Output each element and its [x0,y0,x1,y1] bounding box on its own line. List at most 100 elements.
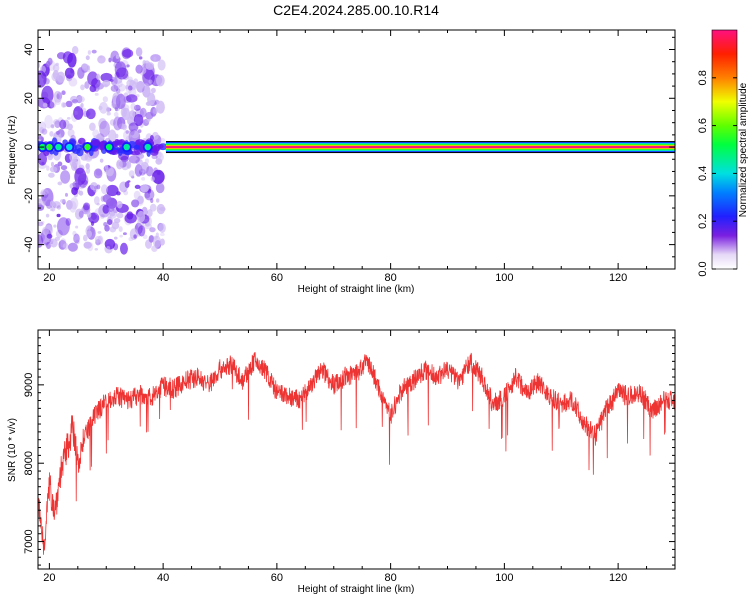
spectral-blob [86,167,91,174]
spectral-blob [83,234,88,242]
spectral-blob [127,180,131,183]
spectral-blob [94,208,103,216]
y-tick-label: 9000 [23,373,35,397]
spectral-blob [40,220,45,224]
spectral-blob [75,225,79,229]
spectral-blob [126,64,130,68]
spectral-blob [149,227,156,233]
spectral-blob [136,82,142,91]
spectral-blob [116,212,124,219]
spectral-blob [96,73,101,80]
spectral-blob [95,168,102,176]
spectral-blob [85,55,90,61]
colorbar-tick-label: 0.0 [697,261,709,276]
spectral-blob [145,166,154,177]
spectral-blob [142,234,148,240]
spectral-blob [141,176,146,181]
spectral-blob [134,164,143,177]
y-tick-label: 0 [23,144,35,150]
spectral-blob [77,173,89,188]
spectral-blob [97,55,106,64]
spectral-blob [90,182,98,191]
spectral-blob [99,158,104,163]
spectral-blob [150,198,154,204]
spectral-blob [148,79,153,84]
spectral-blob [149,134,154,142]
spectral-blob [107,206,115,213]
peak-marker [84,143,91,151]
spectral-blob [130,151,141,156]
peak-marker [144,143,151,151]
spectral-blob [145,239,153,249]
spectral-blob [98,143,106,151]
spectral-blob [127,85,133,91]
spectral-blob [139,170,144,174]
colorbar: 0.0 0.2 0.4 0.6 0.8 Normalized spectral ampl… [697,29,749,277]
spectral-blob [49,131,54,137]
spectral-blob [158,223,166,233]
spectral-blob [145,62,155,70]
spectral-blob [100,72,113,82]
spectral-blob [68,77,78,87]
spectral-blob [119,242,128,255]
spectral-blob [42,102,48,108]
spectral-blob [110,76,118,86]
spectral-blob [67,128,75,138]
spectral-blob [71,99,79,104]
spectral-blob [49,99,57,109]
spectral-blob [78,137,86,145]
spectral-blob [65,217,72,226]
y-tick-label: -20 [23,188,35,204]
spectral-blob [79,172,87,182]
spectral-blob [53,120,59,126]
spectral-blob [38,70,47,88]
spectral-blob [97,231,102,234]
spectral-blob [45,213,50,218]
signal-band-layer [165,146,675,149]
spectral-blob [147,209,153,217]
spectral-blob [135,159,143,165]
spectral-blob [47,57,53,66]
x-tick-label: 20 [43,272,55,284]
spectral-blob [123,129,132,141]
spectral-blob [60,170,71,184]
spectral-blob [125,84,129,90]
spectral-blob [157,144,164,149]
colorbar-tick-label: 0.8 [697,70,709,85]
spectral-blob [67,52,77,68]
spectral-blob [50,123,55,129]
spectral-blob [139,107,147,118]
peak-marker [55,143,62,151]
spectral-blob [147,118,151,122]
spectral-blob [104,165,109,170]
spectral-blob [55,229,63,239]
spectral-blob [118,83,126,92]
spectral-blob [155,198,160,203]
spectral-blob [141,67,147,74]
snr-frame [37,329,676,570]
spectral-blob [66,200,73,210]
spectral-blob [155,152,164,162]
spectral-blob [56,92,63,100]
spectral-blob [106,245,111,251]
spectral-blob [54,120,61,128]
spectral-blob [126,211,134,220]
spectral-blob [89,122,96,131]
spectral-blob [105,167,114,177]
spectral-blob [113,236,118,240]
spectral-blob [91,139,100,146]
spectral-blob [128,155,140,164]
spectral-blob [113,116,122,131]
peak-marker [105,143,113,151]
spectral-blob [159,232,165,237]
spectral-blob [133,104,141,111]
spectral-blob [135,139,145,146]
spectral-blob [56,93,60,99]
spectral-blob [40,191,46,196]
spectral-blob [144,192,151,199]
snr-y-ticks: 7000 8000 9000 [23,329,675,566]
spectral-blob [131,199,140,208]
spectral-blob [152,235,162,248]
spectral-blob [67,242,78,252]
spectral-blob [80,103,84,108]
